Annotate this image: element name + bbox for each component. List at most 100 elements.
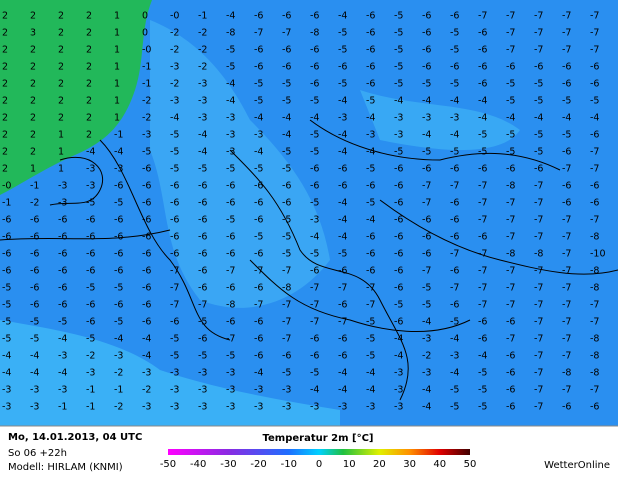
map-area xyxy=(0,0,618,426)
grid-value: -5 xyxy=(282,164,291,175)
grid-value: -5 xyxy=(338,249,347,260)
grid-value: -5 xyxy=(254,232,263,243)
grid-value: -7 xyxy=(198,300,207,311)
grid-value: 0 xyxy=(142,11,148,22)
grid-value: -5 xyxy=(450,402,459,413)
grid-value: 1 xyxy=(114,62,120,73)
grid-value: -6 xyxy=(310,45,319,56)
grid-value: -4 xyxy=(58,334,67,345)
grid-value: -7 xyxy=(282,28,291,39)
grid-value: -3 xyxy=(394,402,403,413)
grid-value: -7 xyxy=(226,334,235,345)
grid-value: -5 xyxy=(478,385,487,396)
grid-value: 2 xyxy=(86,96,92,107)
grid-value: -6 xyxy=(226,283,235,294)
grid-value: -3 xyxy=(254,402,263,413)
grid-value: -2 xyxy=(170,79,179,90)
grid-value: -7 xyxy=(562,45,571,56)
grid-value: -6 xyxy=(114,266,123,277)
grid-value: 0 xyxy=(142,28,148,39)
grid-value: -3 xyxy=(450,351,459,362)
grid-value: -3 xyxy=(366,402,375,413)
grid-value: -7 xyxy=(562,334,571,345)
grid-value: -6 xyxy=(198,249,207,260)
scale-label: 50 xyxy=(464,459,477,470)
grid-value: -6 xyxy=(590,198,599,209)
grid-value: -5 xyxy=(226,215,235,226)
grid-value: -8 xyxy=(506,249,515,260)
grid-value: -5 xyxy=(506,96,515,107)
grid-value: -6 xyxy=(506,385,515,396)
grid-value: -7 xyxy=(450,283,459,294)
grid-value: -3 xyxy=(198,385,207,396)
grid-value: -5 xyxy=(506,130,515,141)
grid-value: -3 xyxy=(450,113,459,124)
grid-value: -6 xyxy=(422,164,431,175)
grid-value: -6 xyxy=(226,317,235,328)
grid-value: -6 xyxy=(366,45,375,56)
grid-value: 2 xyxy=(2,79,8,90)
grid-value: -4 xyxy=(562,113,571,124)
grid-value: -6 xyxy=(450,266,459,277)
grid-value: -6 xyxy=(338,62,347,73)
grid-value: 2 xyxy=(86,45,92,56)
grid-value: -7 xyxy=(506,45,515,56)
grid-value: -5 xyxy=(30,334,39,345)
grid-value: -5 xyxy=(394,62,403,73)
grid-value: -6 xyxy=(394,283,403,294)
grid-value: -4 xyxy=(254,147,263,158)
grid-value: -5 xyxy=(562,130,571,141)
grid-value: -6 xyxy=(86,300,95,311)
grid-value: -6 xyxy=(310,164,319,175)
grid-value: -7 xyxy=(506,215,515,226)
grid-value: -7 xyxy=(562,249,571,260)
grid-value: -5 xyxy=(366,198,375,209)
grid-value: -4 xyxy=(366,368,375,379)
grid-value: -5 xyxy=(282,79,291,90)
grid-value: -6 xyxy=(394,266,403,277)
grid-value: -7 xyxy=(282,266,291,277)
grid-value: -3 xyxy=(58,181,67,192)
grid-value: -5 xyxy=(422,79,431,90)
grid-value: -3 xyxy=(170,402,179,413)
grid-value: -7 xyxy=(478,283,487,294)
grid-value: -5 xyxy=(422,283,431,294)
grid-value: -6 xyxy=(198,232,207,243)
grid-value: 2 xyxy=(30,113,36,124)
grid-value: 2 xyxy=(58,62,64,73)
grid-value: -7 xyxy=(282,334,291,345)
scale-label: 30 xyxy=(403,459,416,470)
grid-value: -3 xyxy=(198,368,207,379)
grid-value: -3 xyxy=(422,113,431,124)
grid-value: -6 xyxy=(590,130,599,141)
grid-value: 1 xyxy=(30,164,36,175)
grid-value: -6 xyxy=(338,181,347,192)
grid-value: -6 xyxy=(114,249,123,260)
grid-value: 2 xyxy=(58,96,64,107)
grid-value: -3 xyxy=(422,368,431,379)
grid-value: -6 xyxy=(142,317,151,328)
grid-value: -6 xyxy=(478,334,487,345)
model-label: Modell: HIRLAM (KNMI) xyxy=(8,462,123,473)
grid-value: -7 xyxy=(282,317,291,328)
grid-value: 2 xyxy=(30,96,36,107)
grid-value: -6 xyxy=(590,402,599,413)
grid-value: -6 xyxy=(478,232,487,243)
grid-value: -7 xyxy=(478,198,487,209)
grid-value: -4 xyxy=(394,334,403,345)
grid-value: -3 xyxy=(198,402,207,413)
grid-value: -5 xyxy=(310,368,319,379)
grid-value: -2 xyxy=(142,113,151,124)
grid-value: -3 xyxy=(198,113,207,124)
mild-field xyxy=(0,320,340,426)
grid-value: -6 xyxy=(394,249,403,260)
grid-value: -3 xyxy=(422,334,431,345)
grid-value: -6 xyxy=(338,351,347,362)
grid-value: -6 xyxy=(422,45,431,56)
grid-value: -4 xyxy=(394,96,403,107)
grid-value: -6 xyxy=(142,283,151,294)
grid-value: -7 xyxy=(366,300,375,311)
grid-value: -1 xyxy=(114,385,123,396)
grid-value: -6 xyxy=(590,62,599,73)
grid-value: 2 xyxy=(58,45,64,56)
